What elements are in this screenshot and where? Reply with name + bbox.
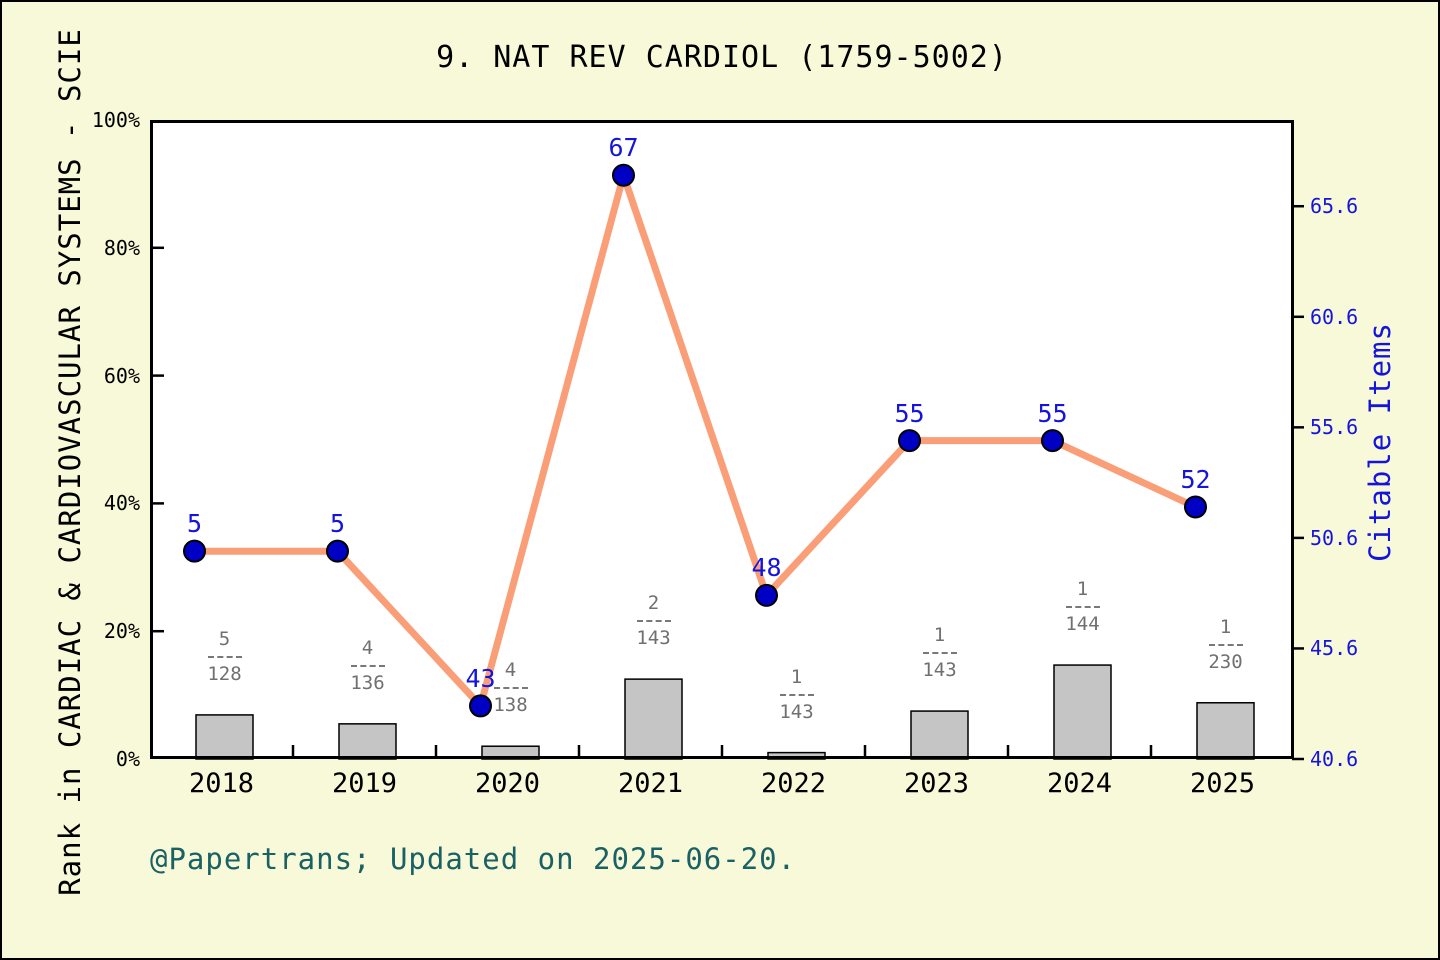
rank-denominator: 143	[779, 700, 814, 723]
rank-fraction-2022: 1 143	[752, 665, 842, 724]
citable-items-point-2023	[898, 429, 921, 453]
citable-items-value-label: 55	[1037, 398, 1068, 428]
citable-items-value-label: 52	[1180, 464, 1211, 494]
left-axis-tick-label: 0%	[115, 747, 140, 771]
right-axis-tick-label: 55.6	[1310, 415, 1359, 440]
left-axis-tick-label: 40%	[103, 491, 140, 516]
rank-denominator: 230	[1208, 650, 1243, 673]
rank-fraction-2023: 1 143	[895, 623, 985, 682]
citable-items-value-label: 43	[465, 663, 496, 693]
rank-bar-2024	[1053, 664, 1112, 760]
rank-numerator: 1	[933, 624, 946, 647]
rank-numerator: 4	[504, 659, 517, 682]
x-axis-year-label: 2023	[903, 768, 970, 799]
x-axis-year-label: 2025	[1189, 768, 1256, 799]
citable-items-value-label: 67	[608, 133, 639, 163]
watermark-updated-note: @Papertrans; Updated on 2025-06-20.	[150, 842, 797, 876]
fraction-divider	[1208, 643, 1243, 646]
x-axis-year-label: 2020	[474, 768, 541, 799]
rank-fraction-2025: 1 230	[1181, 615, 1271, 674]
x-axis-year-label: 2018	[188, 768, 255, 799]
rank-bar-2019	[338, 723, 397, 760]
rank-bar-2025	[1196, 702, 1255, 760]
rank-bar-2023	[910, 710, 969, 760]
rank-numerator: 1	[1219, 615, 1232, 638]
rank-fraction-2019: 4 136	[323, 636, 413, 695]
rank-denominator: 143	[636, 627, 671, 650]
right-axis-tick-label: 65.6	[1310, 194, 1359, 219]
rank-denominator: 143	[922, 659, 957, 682]
fraction-divider	[779, 693, 814, 696]
right-axis-tick-label: 50.6	[1310, 525, 1359, 550]
rank-fraction-2020: 4 138	[466, 658, 556, 717]
plot-border	[150, 120, 1294, 759]
citable-items-point-2022	[755, 583, 778, 607]
citable-items-value-label: 48	[751, 553, 782, 583]
fraction-divider	[493, 687, 528, 690]
fraction-divider	[207, 655, 242, 658]
rank-denominator: 136	[350, 671, 385, 694]
rank-denominator: 144	[1065, 613, 1100, 636]
plot-area: 0% 20% 40% 60% 80% 100% 40.6 45.6 50.6 55.6 60.6 65…	[92, 108, 1358, 799]
citable-items-value-label: 5	[186, 509, 203, 539]
citable-items-value-label: 5	[329, 509, 346, 539]
left-axis-tick-label: 100%	[91, 108, 140, 132]
rank-numerator: 4	[361, 636, 374, 659]
left-axis-tick-label: 80%	[103, 235, 140, 260]
rank-denominator: 128	[207, 662, 242, 685]
citable-items-point-2024	[1041, 429, 1064, 453]
rank-numerator: 5	[218, 627, 231, 650]
right-axis-tick-label: 45.6	[1310, 636, 1359, 661]
rank-numerator: 2	[647, 592, 660, 615]
fraction-divider	[636, 620, 671, 623]
citable-items-point-2025	[1184, 495, 1207, 519]
right-axis-tick-label: 40.6	[1310, 747, 1359, 771]
right-axis-tick-label: 60.6	[1310, 304, 1359, 329]
chart-canvas	[150, 120, 1304, 761]
citable-items-value-label: 55	[894, 398, 925, 428]
citable-items-line	[191, 171, 1199, 710]
x-axis-year-label: 2022	[760, 768, 827, 799]
rank-numerator: 1	[1076, 578, 1089, 601]
left-axis-tick-label: 60%	[103, 363, 140, 388]
citable-items-point-2018	[183, 539, 206, 563]
rank-bar-2021	[624, 678, 683, 760]
citable-items-point-2021	[612, 163, 635, 187]
x-axis-year-label: 2024	[1046, 768, 1113, 799]
fraction-divider	[350, 664, 385, 667]
citable-items-point-2020	[469, 694, 492, 718]
rank-fraction-2021: 2 143	[609, 591, 699, 650]
citable-items-point-2019	[326, 539, 349, 563]
x-axis-year-label: 2021	[617, 768, 684, 799]
chart-title: 9. NAT REV CARDIOL (1759-5002)	[436, 40, 1008, 75]
fraction-divider	[1065, 606, 1100, 609]
rank-bar-2018	[195, 714, 254, 760]
rank-fraction-2024: 1 144	[1038, 577, 1128, 636]
rank-denominator: 138	[493, 694, 528, 717]
x-axis-year-label: 2019	[331, 768, 398, 799]
rank-fraction-2018: 5 128	[180, 627, 270, 686]
rank-numerator: 1	[790, 665, 803, 688]
fraction-divider	[922, 652, 957, 655]
left-axis-tick-label: 20%	[103, 619, 140, 644]
